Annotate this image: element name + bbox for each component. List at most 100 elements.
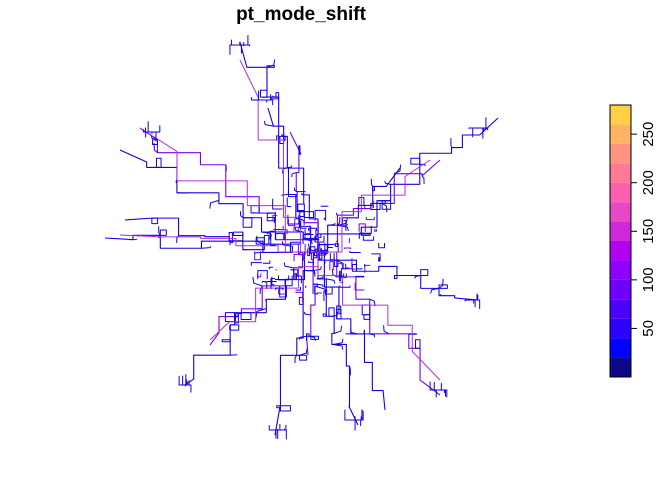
core-street xyxy=(250,262,262,266)
cluster-street xyxy=(470,299,475,304)
street-block xyxy=(299,211,305,218)
corridor-line xyxy=(318,251,386,411)
corridor-line xyxy=(317,167,401,252)
street-block xyxy=(228,231,233,242)
core-street xyxy=(270,235,276,246)
cluster-street xyxy=(344,409,355,421)
side-street xyxy=(333,343,344,350)
cluster-street xyxy=(186,384,192,393)
side-street xyxy=(370,178,374,187)
cluster-street xyxy=(240,35,249,46)
core-street xyxy=(274,279,286,285)
street-block xyxy=(334,243,338,247)
core-block xyxy=(308,227,318,231)
cluster-street xyxy=(230,39,240,46)
street-block xyxy=(276,135,280,141)
core-street xyxy=(345,263,350,269)
map-title: pt_mode_shift xyxy=(236,4,366,25)
core-street xyxy=(371,253,381,262)
core-block xyxy=(329,253,335,261)
side-street xyxy=(201,246,212,249)
side-street xyxy=(230,353,238,356)
cluster-street xyxy=(440,389,448,398)
core-block xyxy=(314,209,327,221)
corridor-line xyxy=(139,127,319,252)
corridor-line xyxy=(209,251,318,346)
street-block xyxy=(381,200,392,210)
side-street xyxy=(337,217,341,226)
street-block xyxy=(303,211,315,218)
side-street xyxy=(255,308,267,318)
street-block xyxy=(279,405,291,412)
cluster-street xyxy=(182,375,186,386)
street-block xyxy=(323,260,326,264)
side-street xyxy=(281,193,289,197)
core-street xyxy=(266,216,275,223)
cluster-street xyxy=(150,125,161,133)
core-street xyxy=(271,276,275,286)
street-block xyxy=(270,96,280,100)
cluster-street xyxy=(262,94,272,101)
core-block xyxy=(275,233,285,241)
street-block xyxy=(250,205,260,214)
side-street xyxy=(438,294,442,297)
corridor-line xyxy=(289,131,319,252)
street-block xyxy=(297,209,305,213)
cluster-street xyxy=(476,127,478,129)
side-street xyxy=(262,96,268,99)
street-block xyxy=(355,275,365,278)
core-block xyxy=(365,216,375,221)
core-street xyxy=(268,266,274,270)
legend-cell xyxy=(610,260,631,280)
core-street xyxy=(314,285,318,295)
street-block xyxy=(242,217,253,228)
side-street xyxy=(350,328,358,335)
core-street xyxy=(364,263,366,267)
street-block xyxy=(360,233,371,236)
side-street xyxy=(381,203,388,213)
legend-cell xyxy=(610,143,631,164)
side-street xyxy=(327,222,336,226)
side-street xyxy=(265,298,267,301)
core-block xyxy=(338,270,342,282)
street-block xyxy=(322,313,327,317)
street-block xyxy=(152,139,158,145)
side-street xyxy=(326,278,336,284)
side-street xyxy=(306,239,313,244)
cluster-street xyxy=(275,429,278,439)
street-block xyxy=(155,157,162,168)
core-street xyxy=(340,268,347,279)
core-street xyxy=(320,205,329,207)
core-street xyxy=(364,225,372,234)
side-street xyxy=(299,348,308,356)
core-street xyxy=(343,220,347,231)
core-street xyxy=(305,285,307,289)
legend-cell xyxy=(610,182,631,203)
legend-tick-label: 150 xyxy=(640,219,657,244)
core-block xyxy=(378,257,380,262)
street-block xyxy=(438,284,448,289)
core-street xyxy=(335,238,339,242)
core-block xyxy=(309,246,316,252)
side-street xyxy=(261,231,269,235)
cluster-street xyxy=(229,44,240,55)
main-road xyxy=(318,159,431,253)
side-street xyxy=(303,311,311,316)
corridor-line xyxy=(318,159,441,253)
street-block xyxy=(294,273,298,281)
street-block xyxy=(298,296,304,305)
side-street xyxy=(257,307,263,310)
street-block xyxy=(298,145,301,155)
core-street xyxy=(262,260,271,264)
core-street xyxy=(326,244,333,248)
legend-axis: 50 100 150 200 250 xyxy=(631,122,657,337)
street-block xyxy=(299,354,308,361)
legend-tick-label: 100 xyxy=(640,267,657,292)
cluster-street xyxy=(278,424,281,431)
street-block xyxy=(372,185,375,192)
core-street xyxy=(286,197,292,208)
street-block xyxy=(420,269,429,277)
core-block xyxy=(339,285,351,288)
side-street xyxy=(333,325,343,334)
core-street xyxy=(295,286,302,291)
